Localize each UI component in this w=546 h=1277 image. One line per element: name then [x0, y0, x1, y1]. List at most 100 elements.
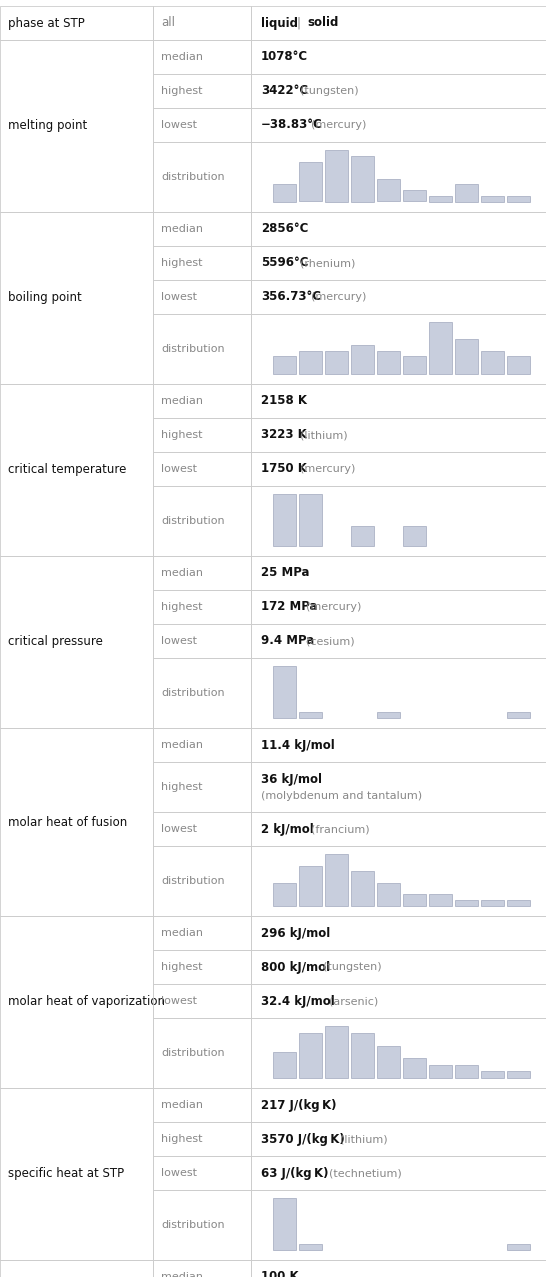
Bar — [153, 109, 251, 142]
Bar — [455, 1065, 478, 1078]
Bar — [0, 916, 153, 1088]
Bar — [351, 345, 374, 373]
Text: distribution: distribution — [161, 876, 224, 886]
Bar — [351, 156, 374, 202]
Text: highest: highest — [161, 782, 203, 792]
Text: (arsenic): (arsenic) — [329, 996, 378, 1006]
Text: lowest: lowest — [161, 1168, 197, 1177]
Bar — [251, 624, 546, 658]
Text: molar heat of fusion: molar heat of fusion — [8, 816, 127, 829]
Bar — [153, 280, 251, 314]
Text: 11.4 kJ/mol: 11.4 kJ/mol — [261, 738, 335, 751]
Text: lowest: lowest — [161, 292, 197, 301]
Bar — [251, 246, 546, 280]
Text: liquid: liquid — [261, 17, 298, 29]
Bar — [251, 590, 546, 624]
Bar — [153, 74, 251, 109]
Bar — [403, 526, 426, 545]
Bar — [299, 494, 322, 545]
Text: 3422°C: 3422°C — [261, 84, 308, 97]
Text: (mercury): (mercury) — [300, 464, 355, 474]
Text: 9.4 MPa: 9.4 MPa — [261, 635, 314, 647]
Text: median: median — [161, 1272, 203, 1277]
Bar — [251, 555, 546, 590]
Bar — [403, 190, 426, 202]
Bar — [351, 871, 374, 905]
Bar — [377, 179, 400, 202]
Bar — [299, 162, 322, 202]
Bar — [153, 950, 251, 985]
Bar — [351, 1033, 374, 1078]
Bar — [429, 195, 452, 202]
Text: distribution: distribution — [161, 344, 224, 354]
Text: distribution: distribution — [161, 688, 224, 699]
Bar — [273, 882, 296, 905]
Text: distribution: distribution — [161, 1048, 224, 1059]
Bar — [299, 1033, 322, 1078]
Text: melting point: melting point — [8, 120, 87, 133]
Bar — [325, 854, 348, 905]
Bar — [251, 762, 546, 812]
Bar — [480, 900, 504, 905]
Bar — [153, 384, 251, 418]
Text: boiling point: boiling point — [8, 291, 82, 304]
Bar — [153, 916, 251, 950]
Bar — [0, 1260, 153, 1277]
Bar — [153, 1018, 251, 1088]
Bar — [403, 356, 426, 373]
Text: median: median — [161, 223, 203, 234]
Text: distribution: distribution — [161, 516, 224, 526]
Text: (lithium): (lithium) — [300, 430, 347, 441]
Text: 1750 K: 1750 K — [261, 462, 307, 475]
Bar — [299, 866, 322, 905]
Bar — [153, 1088, 251, 1122]
Bar — [403, 894, 426, 905]
Bar — [153, 658, 251, 728]
Bar — [273, 184, 296, 202]
Bar — [153, 314, 251, 384]
Text: |: | — [297, 17, 301, 29]
Bar — [153, 487, 251, 555]
Bar — [153, 1260, 251, 1277]
Text: 2 kJ/mol: 2 kJ/mol — [261, 822, 314, 835]
Text: critical temperature: critical temperature — [8, 464, 126, 476]
Text: 32.4 kJ/mol: 32.4 kJ/mol — [261, 995, 335, 1008]
Text: all: all — [161, 17, 175, 29]
Text: lowest: lowest — [161, 464, 197, 474]
Bar — [0, 728, 153, 916]
Bar — [251, 418, 546, 452]
Text: 100 K: 100 K — [261, 1271, 299, 1277]
Text: 3223 K: 3223 K — [261, 429, 307, 442]
Text: 5596°C: 5596°C — [261, 257, 308, 269]
Text: highest: highest — [161, 962, 203, 972]
Bar — [153, 212, 251, 246]
Text: (molybdenum and tantalum): (molybdenum and tantalum) — [261, 790, 422, 801]
Text: lowest: lowest — [161, 636, 197, 646]
Text: (cesium): (cesium) — [306, 636, 354, 646]
Bar — [0, 212, 153, 384]
Bar — [273, 494, 296, 545]
Text: median: median — [161, 396, 203, 406]
Bar — [273, 1052, 296, 1078]
Bar — [251, 658, 546, 728]
Text: specific heat at STP: specific heat at STP — [8, 1167, 124, 1180]
Bar — [251, 74, 546, 109]
Text: median: median — [161, 568, 203, 578]
Bar — [251, 1260, 546, 1277]
Bar — [251, 6, 546, 40]
Bar — [153, 1122, 251, 1156]
Text: highest: highest — [161, 601, 203, 612]
Bar — [299, 1244, 322, 1249]
Bar — [377, 1046, 400, 1078]
Text: (lithium): (lithium) — [340, 1134, 388, 1144]
Text: molar heat of vaporization: molar heat of vaporization — [8, 996, 165, 1009]
Bar — [251, 314, 546, 384]
Bar — [325, 1027, 348, 1078]
Bar — [325, 151, 348, 202]
Text: 36 kJ/mol: 36 kJ/mol — [261, 773, 322, 787]
Bar — [251, 812, 546, 845]
Text: (rhenium): (rhenium) — [300, 258, 355, 268]
Bar — [507, 1244, 530, 1249]
Bar — [251, 452, 546, 487]
Bar — [429, 322, 452, 373]
